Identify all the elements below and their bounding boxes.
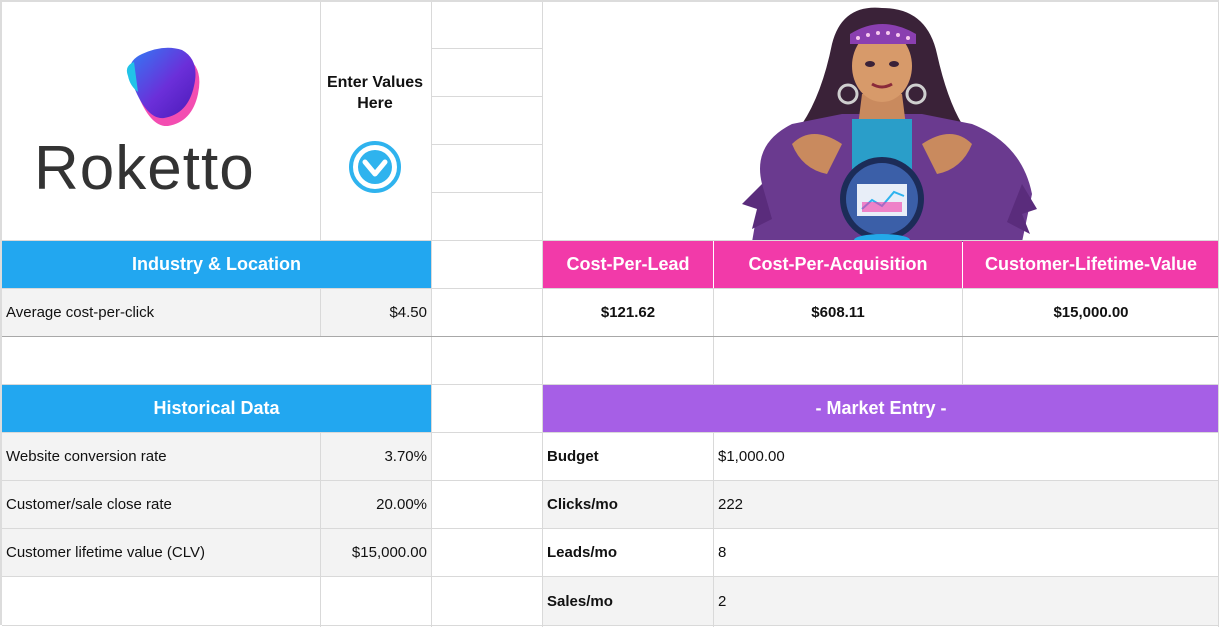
clv-input[interactable]: $15,000.00 (321, 529, 431, 576)
enter-values-label: Enter Values Here (326, 74, 424, 112)
cost-per-click-label: Average cost-per-click (2, 289, 320, 336)
market-entry-header: - Market Entry - (543, 385, 1219, 432)
customer-lifetime-value-header: Customer-Lifetime-Value (963, 241, 1219, 288)
conversion-rate-label: Website conversion rate (2, 433, 320, 480)
sales-value: 2 (714, 577, 1219, 625)
close-rate-label: Customer/sale close rate (2, 481, 320, 528)
clv-label: Customer lifetime value (CLV) (2, 529, 320, 576)
leads-value: 8 (718, 544, 727, 561)
cost-per-acquisition-header: Cost-Per-Acquisition (714, 241, 962, 288)
cost-per-lead-value: $121.62 (600, 304, 656, 321)
fortune-teller-illustration-icon (742, 7, 1037, 242)
budget-value: $1,000.00 (718, 448, 785, 465)
brand-name: Roketto (34, 134, 255, 203)
chevron-down-circle-icon[interactable] (348, 140, 402, 194)
clicks-label: Clicks/mo (543, 481, 713, 528)
sales-label: Sales/mo (543, 577, 713, 625)
cost-per-click-input[interactable]: $4.50 (321, 289, 431, 336)
close-rate-input[interactable]: 20.00% (321, 481, 431, 528)
roketto-logo-mark-icon (126, 47, 200, 126)
leads-label: Leads/mo (547, 544, 618, 561)
cost-per-lead-header: Cost-Per-Lead (543, 241, 713, 288)
customer-lifetime-value-value: $15,000.00 (1053, 304, 1129, 321)
budget-label: Budget (547, 448, 599, 465)
historical-data-header: Historical Data (2, 385, 431, 432)
brand-logo: Roketto (2, 2, 320, 240)
conversion-rate-input[interactable]: 3.70% (321, 433, 431, 480)
cost-per-acquisition-value: $608.11 (811, 304, 865, 321)
clicks-value: 222 (714, 481, 1219, 528)
industry-location-header: Industry & Location (2, 241, 431, 288)
